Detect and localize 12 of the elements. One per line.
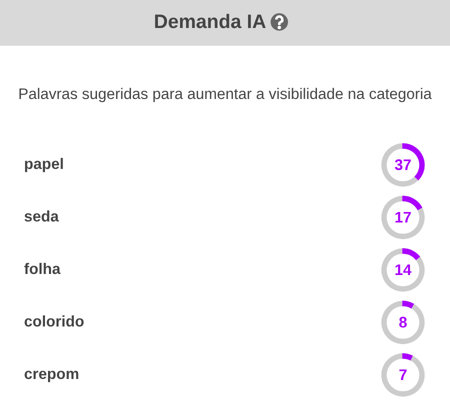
category-label: folha [24,262,61,274]
category-label: seda [24,210,59,222]
category-label: crepom [24,370,78,382]
data-label: 7 [399,369,407,380]
category-label: colorido [24,315,84,327]
data-label: 37 [394,159,411,170]
data-label: 14 [395,264,412,275]
data-label: 8 [399,316,407,328]
data-label: 17 [395,212,411,222]
text: Palavras sugeridas para aumentar a visibilidade na categoria [19,88,432,102]
category-label: papel [25,158,63,172]
text: Demanda IA [155,14,266,28]
